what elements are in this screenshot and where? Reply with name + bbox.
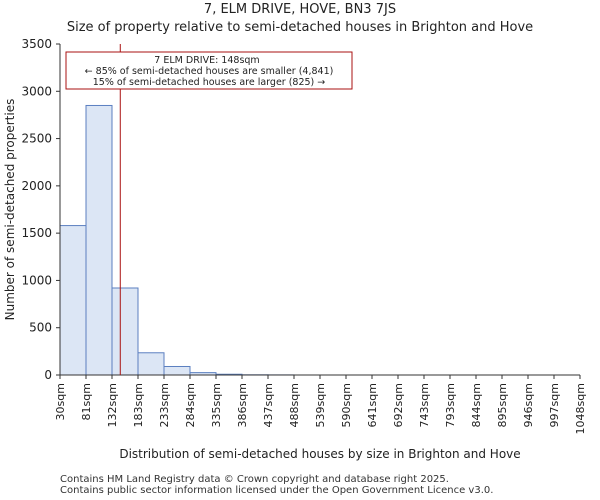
x-tick-label: 641sqm <box>366 383 379 427</box>
x-tick-label: 844sqm <box>470 383 483 427</box>
annotation-line: 15% of semi-detached houses are larger (… <box>93 77 326 88</box>
x-tick-label: 946sqm <box>522 383 535 427</box>
footer-line-2: Contains public sector information licen… <box>60 485 494 496</box>
histogram-bar <box>111 287 139 376</box>
y-tick-label: 3000 <box>21 84 52 98</box>
annotation-line: 7 ELM DRIVE: 148sqm <box>154 55 259 66</box>
histogram-bar <box>163 365 191 376</box>
histogram-bar <box>59 225 87 376</box>
y-tick-label: 2500 <box>21 132 52 146</box>
x-tick-label: 743sqm <box>418 383 431 427</box>
y-tick-label: 1000 <box>21 273 52 287</box>
x-tick-label: 997sqm <box>548 383 561 427</box>
x-tick-label: 1048sqm <box>574 383 587 434</box>
x-axis-label: Distribution of semi-detached houses by … <box>119 447 520 461</box>
y-tick-label: 2000 <box>21 179 52 193</box>
x-tick-label: 81sqm <box>80 383 93 420</box>
chart-title: 7, ELM DRIVE, HOVE, BN3 7JS <box>203 2 397 17</box>
annotation-line: ← 85% of semi-detached houses are smalle… <box>85 66 334 77</box>
x-tick-label: 233sqm <box>158 383 171 427</box>
x-tick-label: 692sqm <box>392 383 405 427</box>
histogram-bar <box>137 352 165 376</box>
x-tick-label: 539sqm <box>314 383 327 427</box>
x-tick-label: 386sqm <box>236 383 249 427</box>
x-tick-label: 437sqm <box>262 383 275 427</box>
y-axis-label: Number of semi-detached properties <box>3 99 17 321</box>
x-tick-label: 793sqm <box>444 383 457 427</box>
annotation-box <box>65 51 353 90</box>
footer-line-1: Contains HM Land Registry data © Crown c… <box>60 474 449 485</box>
x-tick-label: 183sqm <box>132 383 145 427</box>
chart-subtitle: Size of property relative to semi-detach… <box>66 20 534 35</box>
y-tick-label: 1500 <box>21 226 52 240</box>
x-tick-label: 895sqm <box>496 383 509 427</box>
x-tick-label: 335sqm <box>210 383 223 427</box>
histogram-bar <box>85 104 113 376</box>
y-tick-label: 0 <box>44 368 52 382</box>
x-tick-label: 30sqm <box>54 383 67 420</box>
y-tick-label: 500 <box>29 321 52 335</box>
y-tick-label: 3500 <box>21 37 52 51</box>
x-tick-label: 590sqm <box>340 383 353 427</box>
x-tick-label: 284sqm <box>184 383 197 427</box>
x-tick-label: 488sqm <box>288 383 301 427</box>
x-tick-label: 132sqm <box>106 383 119 427</box>
